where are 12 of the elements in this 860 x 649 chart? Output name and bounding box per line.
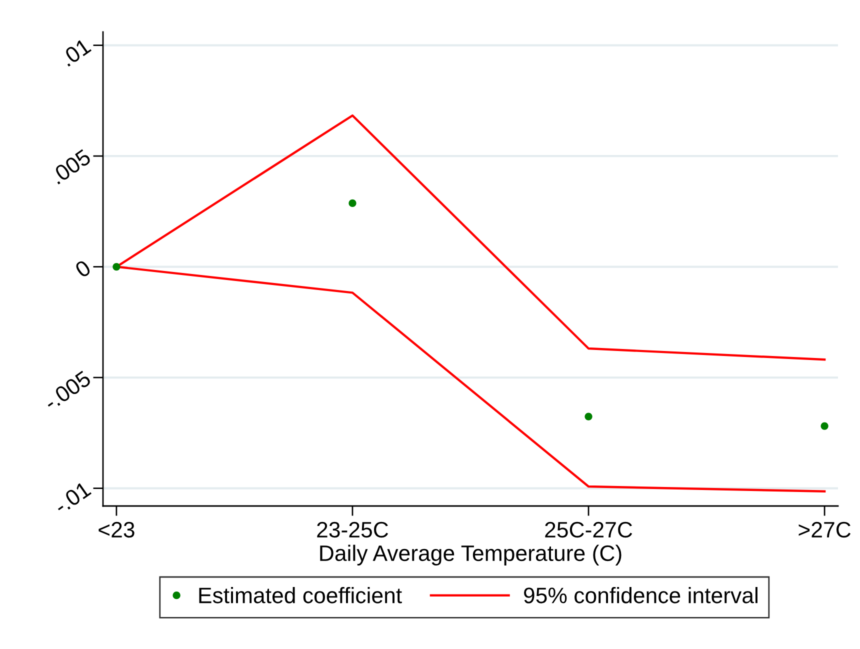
x-axis-title: Daily Average Temperature (C): [320, 544, 622, 566]
x-tick-label: 25C-27C: [545, 522, 632, 538]
y-tick-label: .01: [60, 38, 92, 67]
y-tick-label: -.005: [42, 370, 92, 411]
x-tick-label: 23-25C: [317, 522, 388, 538]
y-tick-label: -.01: [52, 480, 92, 515]
x-tick-label: <23: [98, 522, 134, 538]
y-tick-label: .005: [50, 148, 92, 185]
y-tick-label: 0: [74, 259, 92, 278]
legend-label: Estimated coefficient: [199, 587, 402, 604]
x-tick-label: >27C: [798, 522, 851, 538]
legend-label: 95% confidence interval: [524, 587, 758, 604]
